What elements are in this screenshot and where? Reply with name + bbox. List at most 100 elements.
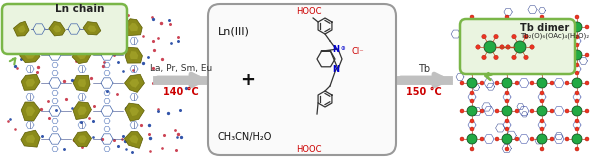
Circle shape: [575, 71, 579, 75]
Circle shape: [537, 106, 547, 116]
Text: +: +: [241, 71, 256, 89]
Circle shape: [470, 15, 474, 19]
Circle shape: [575, 35, 579, 39]
Circle shape: [506, 45, 510, 49]
Circle shape: [537, 22, 547, 32]
Circle shape: [502, 134, 512, 144]
Polygon shape: [49, 21, 65, 36]
FancyBboxPatch shape: [460, 19, 575, 74]
Circle shape: [494, 34, 498, 39]
Polygon shape: [125, 47, 142, 63]
Polygon shape: [20, 45, 40, 63]
Circle shape: [505, 127, 509, 131]
Circle shape: [572, 22, 582, 32]
Circle shape: [495, 25, 499, 29]
Circle shape: [550, 25, 554, 29]
Polygon shape: [83, 22, 101, 35]
Circle shape: [540, 43, 544, 47]
Text: Ln chain: Ln chain: [55, 4, 104, 14]
Circle shape: [460, 25, 464, 29]
Circle shape: [515, 109, 519, 113]
Circle shape: [470, 35, 474, 39]
Circle shape: [505, 15, 509, 19]
Polygon shape: [124, 131, 143, 148]
Circle shape: [530, 53, 534, 57]
Polygon shape: [21, 130, 40, 147]
Polygon shape: [20, 19, 40, 35]
Circle shape: [550, 137, 554, 141]
Circle shape: [505, 71, 509, 75]
Polygon shape: [88, 25, 97, 32]
Circle shape: [480, 137, 484, 141]
Circle shape: [530, 45, 534, 49]
Circle shape: [515, 53, 519, 57]
Circle shape: [502, 106, 512, 116]
Text: N: N: [332, 65, 340, 73]
Circle shape: [467, 22, 477, 32]
Polygon shape: [130, 51, 138, 59]
Circle shape: [505, 147, 509, 151]
Circle shape: [512, 34, 516, 39]
Circle shape: [585, 81, 589, 85]
Polygon shape: [53, 25, 61, 32]
Circle shape: [505, 99, 509, 103]
Polygon shape: [25, 50, 35, 59]
Circle shape: [470, 43, 474, 47]
Polygon shape: [129, 135, 139, 144]
Circle shape: [524, 55, 528, 60]
Circle shape: [585, 109, 589, 113]
Circle shape: [470, 99, 474, 103]
Circle shape: [495, 137, 499, 141]
Circle shape: [470, 71, 474, 75]
Circle shape: [494, 55, 498, 60]
Circle shape: [500, 45, 504, 49]
Circle shape: [550, 81, 554, 85]
Circle shape: [470, 91, 474, 95]
Text: Tb₂(O)₆(OAc)₄(H₂O)₂: Tb₂(O)₆(OAc)₄(H₂O)₂: [520, 33, 589, 39]
Bar: [0, 0, 200, 159]
Text: Tb: Tb: [418, 64, 430, 74]
Circle shape: [572, 106, 582, 116]
Polygon shape: [124, 74, 145, 92]
Polygon shape: [13, 21, 29, 36]
Circle shape: [540, 35, 544, 39]
Text: CH₃CN/H₂O: CH₃CN/H₂O: [218, 132, 272, 142]
Circle shape: [467, 134, 477, 144]
Text: Ln(III): Ln(III): [218, 26, 250, 36]
Circle shape: [505, 35, 509, 39]
Circle shape: [505, 63, 509, 67]
Text: ⊕: ⊕: [341, 45, 346, 51]
Circle shape: [460, 53, 464, 57]
Polygon shape: [73, 131, 92, 147]
Circle shape: [502, 50, 512, 60]
Circle shape: [514, 41, 526, 53]
Circle shape: [575, 147, 579, 151]
Circle shape: [540, 99, 544, 103]
Bar: [450, 0, 600, 159]
Circle shape: [470, 147, 474, 151]
Circle shape: [540, 91, 544, 95]
Circle shape: [484, 41, 496, 53]
Circle shape: [495, 53, 499, 57]
Text: HOOC: HOOC: [296, 145, 322, 153]
Circle shape: [470, 63, 474, 67]
Circle shape: [495, 109, 499, 113]
FancyBboxPatch shape: [208, 4, 396, 155]
Polygon shape: [73, 75, 90, 91]
Circle shape: [467, 78, 477, 88]
Circle shape: [502, 22, 512, 32]
Circle shape: [575, 99, 579, 103]
Text: 140 °C: 140 °C: [163, 87, 199, 97]
Circle shape: [505, 119, 509, 123]
Circle shape: [585, 25, 589, 29]
Circle shape: [482, 34, 486, 39]
Circle shape: [572, 134, 582, 144]
Polygon shape: [72, 17, 90, 35]
Polygon shape: [26, 79, 35, 87]
Circle shape: [550, 53, 554, 57]
Polygon shape: [77, 135, 87, 143]
Circle shape: [575, 119, 579, 123]
Circle shape: [480, 25, 484, 29]
Polygon shape: [73, 102, 91, 120]
Circle shape: [515, 81, 519, 85]
